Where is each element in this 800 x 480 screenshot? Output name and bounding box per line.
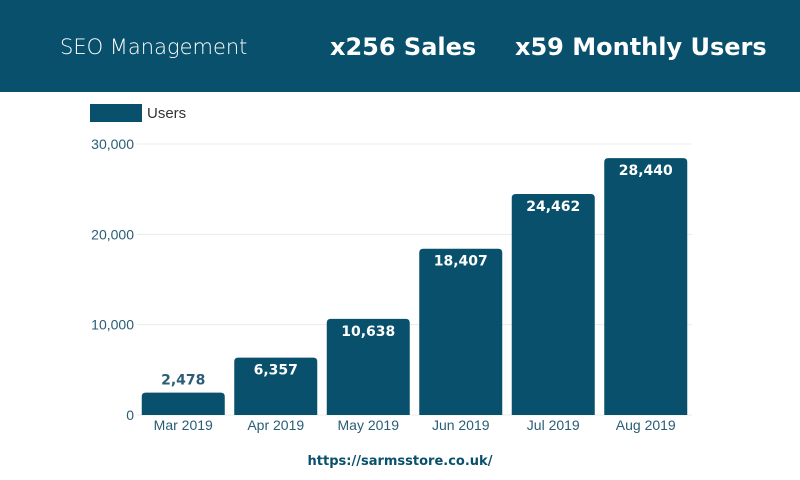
x-tick-label: Jul 2019 [527, 417, 580, 433]
stat-monthly-users: x59 Monthly Users [515, 33, 767, 61]
bar [604, 158, 688, 416]
chart-legend: Users [90, 104, 186, 122]
legend-label: Users [147, 104, 187, 122]
y-tick-label: 30,000 [91, 136, 134, 152]
stat-sales: x256 Sales [330, 33, 477, 61]
header-banner: SEO Management x256 Sales x59 Monthly Us… [0, 0, 800, 92]
legend-swatch [90, 104, 142, 122]
bar [234, 357, 318, 415]
y-tick-label: 10,000 [91, 317, 134, 333]
header-title: SEO Management [60, 35, 248, 59]
data-label: 10,638 [341, 324, 395, 340]
data-label: 18,407 [434, 254, 488, 270]
x-tick-label: Apr 2019 [247, 417, 304, 433]
data-label: 24,462 [526, 199, 580, 215]
y-tick-label: 0 [126, 407, 134, 423]
bar [419, 248, 503, 415]
data-label: 28,440 [619, 163, 673, 179]
y-tick-label: 20,000 [91, 226, 134, 242]
bar [511, 194, 595, 415]
x-tick-label: May 2019 [338, 417, 400, 433]
x-tick-label: Mar 2019 [154, 417, 213, 433]
footer-url[interactable]: https://sarmsstore.co.uk/ [307, 454, 493, 469]
data-label: 2,478 [161, 373, 205, 389]
bar [326, 318, 410, 415]
x-tick-label: Aug 2019 [616, 417, 676, 433]
bar [141, 392, 225, 415]
x-tick-label: Jun 2019 [432, 417, 490, 433]
data-label: 6,357 [254, 363, 298, 379]
